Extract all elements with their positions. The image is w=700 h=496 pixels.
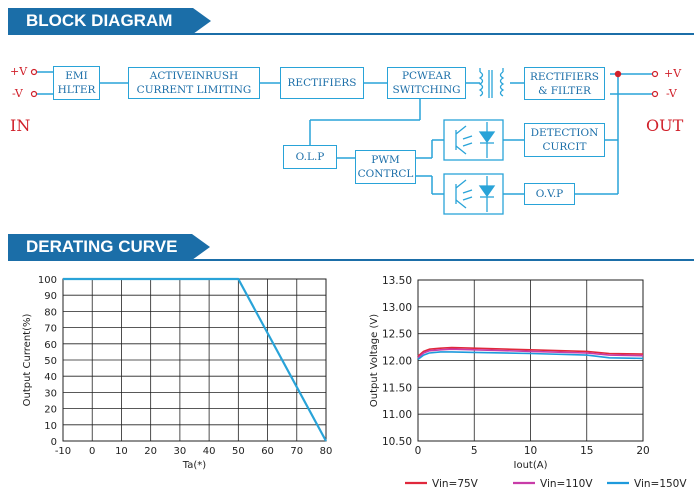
block-diagram-banner: BLOCK DIAGRAM xyxy=(8,8,211,34)
x-tick-label: 10 xyxy=(115,446,128,457)
y-tick-label: 80 xyxy=(44,307,57,318)
output-minus-label: -V xyxy=(666,87,677,100)
series-line xyxy=(63,277,327,442)
output-rectifiers-block: RECTIFIERS & FILTER xyxy=(524,67,605,100)
y-tick-label: 10 xyxy=(44,421,57,432)
x-tick-label: 0 xyxy=(415,445,422,457)
x-tick-label: 10 xyxy=(524,445,537,457)
x-tick-label: 70 xyxy=(290,446,303,457)
detection-circuit-block: DETECTION CURCIT xyxy=(524,123,605,157)
y-tick-label: 40 xyxy=(44,372,57,383)
y-tick-label: 10.50 xyxy=(382,436,412,448)
y-tick-label: 100 xyxy=(38,275,57,286)
x-tick-label: 5 xyxy=(471,445,478,457)
x-tick-label: 0 xyxy=(89,446,95,457)
junction-dot xyxy=(614,70,622,78)
optocoupler-icon-top xyxy=(443,119,504,161)
legend-label-0: Vin=75V xyxy=(432,478,479,490)
y-axis-label: Output Voltage (V) xyxy=(369,314,380,407)
y-tick-label: 11.50 xyxy=(382,382,412,394)
ovp-block: O.V.P xyxy=(524,183,575,205)
x-tick-label: 50 xyxy=(232,446,245,457)
banner-underline xyxy=(8,33,694,35)
x-tick-label: 15 xyxy=(580,445,593,457)
y-tick-label: 13.50 xyxy=(382,275,412,287)
legend-label-1: Vin=110V xyxy=(540,478,593,490)
output-voltage-chart: 0 5 10 15 20 10.50 11.00 11.50 12.00 12.50 13.00 13… xyxy=(369,275,687,490)
emi-filter-block: EMI HLTER xyxy=(53,66,100,100)
input-minus-label: -V xyxy=(12,87,23,100)
y-tick-label: 13.00 xyxy=(382,302,412,314)
y-tick-label: 0 xyxy=(51,437,57,448)
y-tick-label: 30 xyxy=(44,388,57,399)
input-rectifiers-block: RECTIFIERS xyxy=(280,67,364,99)
y-tick-label: 50 xyxy=(44,356,57,367)
block-diagram-wiring xyxy=(30,68,659,215)
x-tick-label: 40 xyxy=(203,446,216,457)
derating-curve-banner: DERATING CURVE xyxy=(8,234,210,260)
y-tick-label: 90 xyxy=(44,291,57,302)
x-axis-label: Iout(A) xyxy=(514,460,548,471)
y-tick-label: 60 xyxy=(44,340,57,351)
pwm-control-block: PWM CONTRCL xyxy=(355,150,416,184)
input-plus-label: +V xyxy=(10,65,28,78)
series-line-vin110v xyxy=(417,348,644,359)
x-tick-label: 20 xyxy=(636,445,649,457)
y-tick-label: 70 xyxy=(44,324,57,335)
derating-chart: -10 0 10 20 30 40 50 60 70 8001020304050607080901… xyxy=(22,275,333,471)
transformer-icon xyxy=(478,68,505,98)
y-tick-label: 12.00 xyxy=(382,356,412,368)
switching-block: PCWEAR SWITCHING xyxy=(387,67,466,99)
y-tick-label: 12.50 xyxy=(382,329,412,341)
y-tick-label: 11.00 xyxy=(382,409,412,421)
olp-block: O.L.P xyxy=(283,145,337,169)
y-axis-label: Output Current(%) xyxy=(22,314,33,407)
block-diagram-title: BLOCK DIAGRAM xyxy=(26,11,173,30)
x-tick-label: 20 xyxy=(144,446,157,457)
inrush-limiting-block: ACTIVEINRUSH CURRENT LIMITING xyxy=(128,67,260,99)
x-tick-label: -10 xyxy=(55,446,71,457)
output-label: OUT xyxy=(646,116,684,135)
derating-banner-underline xyxy=(8,259,694,261)
series-line-vin75v xyxy=(417,346,644,357)
derating-curve-title: DERATING CURVE xyxy=(26,237,178,256)
y-tick-label: 20 xyxy=(44,405,57,416)
input-label: IN xyxy=(10,116,31,135)
legend-label-2: Vin=150V xyxy=(634,478,687,490)
series-line-vin150v xyxy=(417,351,644,361)
x-tick-label: 80 xyxy=(320,446,333,457)
output-plus-label: +V xyxy=(664,67,682,80)
x-tick-label: 30 xyxy=(174,446,187,457)
terminal-circles xyxy=(30,68,659,98)
x-axis-label: Ta(*) xyxy=(182,460,206,471)
optocoupler-icon-bottom xyxy=(443,173,504,215)
x-tick-label: 60 xyxy=(261,446,274,457)
